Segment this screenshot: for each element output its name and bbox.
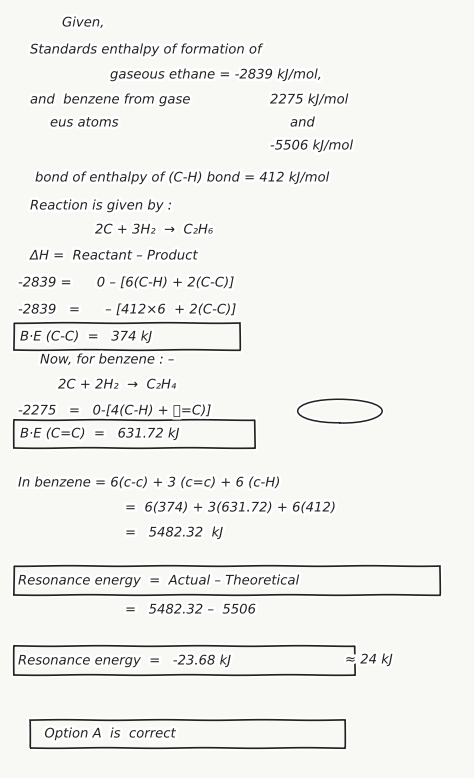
Text: =   5482.32  kJ: = 5482.32 kJ — [125, 527, 223, 539]
Text: Option A  is  correct: Option A is correct — [36, 727, 176, 741]
Text: ≈ 24 kJ: ≈ 24 kJ — [345, 654, 393, 667]
Text: and: and — [290, 117, 315, 129]
Text: 2C + 3H₂  →  C₂H₆: 2C + 3H₂ → C₂H₆ — [95, 223, 214, 237]
Text: =   5482.32 –  5506: = 5482.32 – 5506 — [125, 604, 256, 616]
Bar — [14, 566, 440, 595]
Text: B·E (C=C)  =   631.72 kJ: B·E (C=C) = 631.72 kJ — [20, 427, 180, 440]
Text: eus atoms: eus atoms — [50, 117, 119, 129]
Text: ΔH =  Reactant – Product: ΔH = Reactant – Product — [30, 250, 199, 262]
Text: Resonance energy  =   -23.68 kJ: Resonance energy = -23.68 kJ — [18, 654, 232, 668]
Bar — [30, 720, 345, 748]
Text: B·E (C-C)  =   374 kJ: B·E (C-C) = 374 kJ — [20, 331, 153, 344]
Text: Now, for benzene : –: Now, for benzene : – — [40, 353, 175, 366]
Text: -2275   =   0-[4(C-H) + ⓒ=C)]: -2275 = 0-[4(C-H) + ⓒ=C)] — [18, 405, 212, 418]
Bar — [14, 323, 240, 350]
Text: -2839 =      0 – [6(C-H) + 2(C-C)]: -2839 = 0 – [6(C-H) + 2(C-C)] — [18, 276, 235, 289]
Text: bond of enthalpy of (C-H) bond = 412 kJ/mol: bond of enthalpy of (C-H) bond = 412 kJ/… — [35, 171, 330, 184]
Text: Resonance energy  =  Actual – Theoretical: Resonance energy = Actual – Theoretical — [18, 574, 301, 587]
Text: In benzene = 6(c-c) + 3 (c=c) + 6 (c-H): In benzene = 6(c-c) + 3 (c=c) + 6 (c-H) — [18, 476, 281, 489]
Bar — [14, 646, 355, 675]
Bar — [14, 420, 255, 448]
Text: Given,: Given, — [62, 16, 104, 30]
Text: 2C + 2H₂  →  C₂H₄: 2C + 2H₂ → C₂H₄ — [58, 379, 177, 391]
Text: 2275 kJ/mol: 2275 kJ/mol — [270, 93, 348, 107]
Text: gaseous ethane = -2839 kJ/mol,: gaseous ethane = -2839 kJ/mol, — [110, 68, 322, 82]
Text: Standards enthalpy of formation of: Standards enthalpy of formation of — [30, 44, 263, 57]
Text: -2839   =      – [412×6  + 2(C-C)]: -2839 = – [412×6 + 2(C-C)] — [18, 303, 237, 317]
Text: Reaction is given by :: Reaction is given by : — [30, 199, 173, 212]
Text: =  6(374) + 3(631.72) + 6(412): = 6(374) + 3(631.72) + 6(412) — [125, 502, 336, 514]
Text: and  benzene from gase: and benzene from gase — [30, 93, 191, 107]
Text: -5506 kJ/mol: -5506 kJ/mol — [270, 139, 353, 152]
